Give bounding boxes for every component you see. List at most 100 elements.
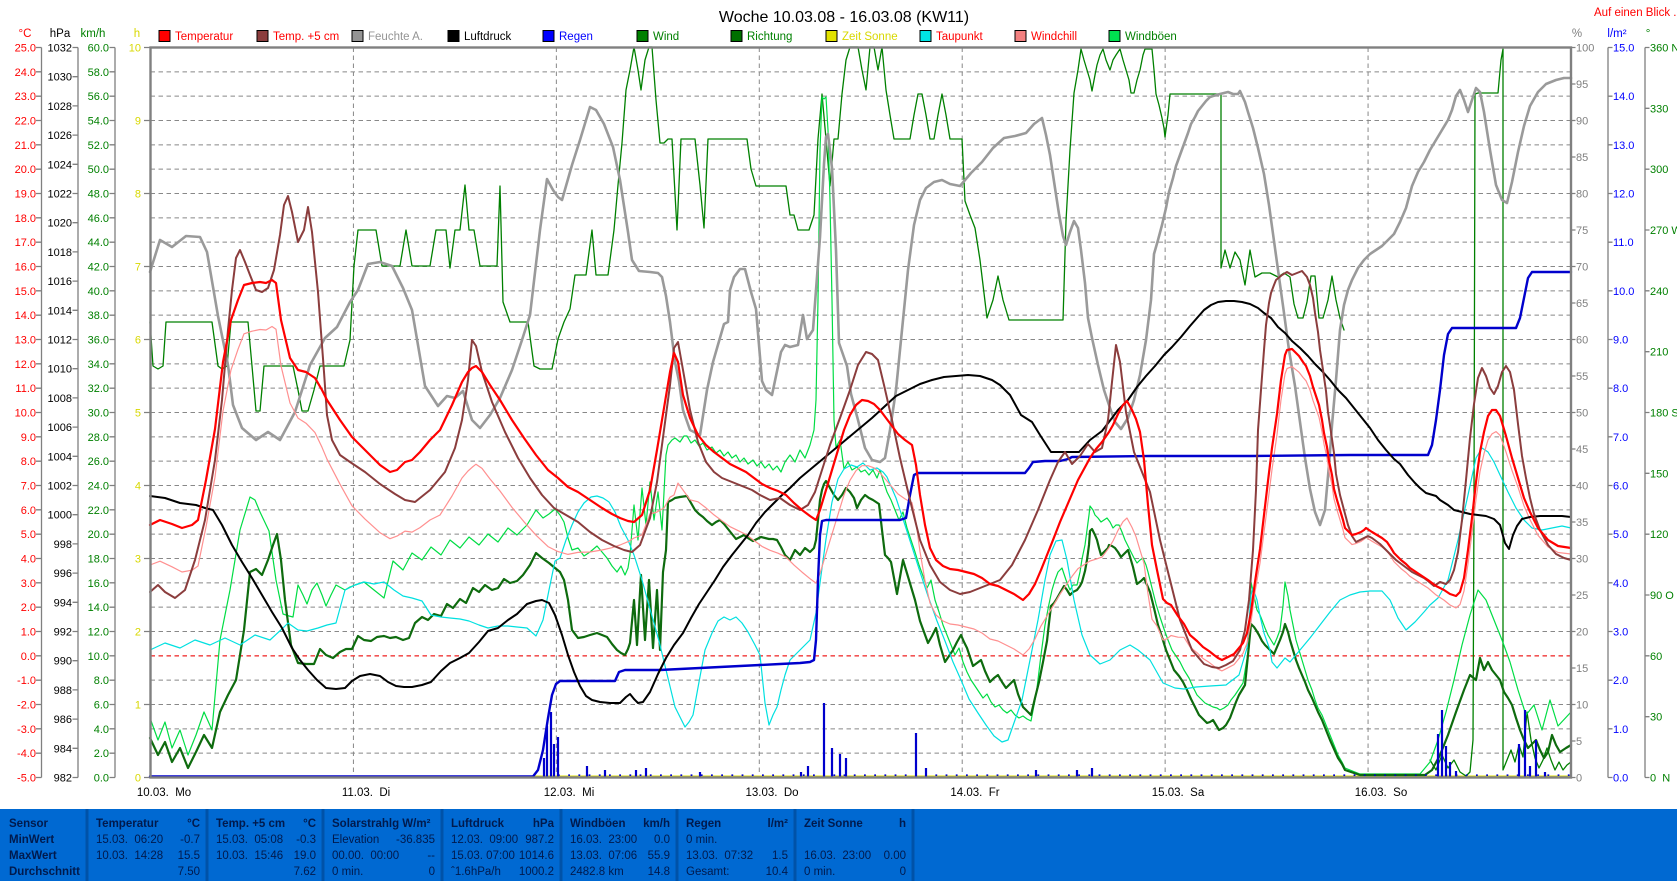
- svg-text:0: 0: [429, 866, 435, 878]
- svg-text:12.03. Mi: 12.03. Mi: [544, 787, 595, 799]
- svg-text:270 W: 270 W: [1650, 225, 1677, 237]
- svg-text:996: 996: [54, 568, 72, 580]
- svg-text:1.0: 1.0: [1613, 724, 1628, 736]
- svg-text:20.0: 20.0: [15, 164, 36, 176]
- svg-text:2: 2: [135, 627, 141, 639]
- svg-text:1014: 1014: [48, 305, 72, 317]
- svg-text:90 O: 90 O: [1650, 590, 1674, 602]
- svg-text:0.0: 0.0: [654, 834, 670, 846]
- svg-text:30: 30: [1576, 554, 1588, 566]
- svg-text:22.0: 22.0: [88, 505, 109, 517]
- svg-text:--: --: [427, 850, 435, 862]
- svg-text:55: 55: [1576, 371, 1588, 383]
- svg-text:-36.835: -36.835: [396, 834, 435, 846]
- svg-text:8.0: 8.0: [1613, 383, 1628, 395]
- svg-text:1: 1: [135, 700, 141, 712]
- svg-text:1010: 1010: [48, 364, 72, 376]
- svg-text:10.0: 10.0: [1613, 286, 1634, 298]
- svg-text:h: h: [899, 818, 906, 830]
- svg-text:180 S: 180 S: [1650, 408, 1677, 420]
- svg-text:18.0: 18.0: [15, 213, 36, 225]
- svg-text:4.0: 4.0: [21, 554, 36, 566]
- svg-text:120: 120: [1650, 529, 1668, 541]
- svg-text:50: 50: [1576, 408, 1588, 420]
- svg-text:14.0: 14.0: [15, 310, 36, 322]
- svg-text:48.0: 48.0: [88, 189, 109, 201]
- svg-text:10.0: 10.0: [88, 651, 109, 663]
- svg-text:1022: 1022: [48, 189, 72, 201]
- svg-text:5: 5: [1576, 736, 1582, 748]
- svg-text:8: 8: [135, 189, 141, 201]
- svg-text:300: 300: [1650, 164, 1668, 176]
- svg-text:22.0: 22.0: [15, 116, 36, 128]
- svg-text:10.03. 14:28: 10.03. 14:28: [96, 850, 163, 862]
- svg-text:330: 330: [1650, 103, 1668, 115]
- svg-text:9.0: 9.0: [1613, 335, 1628, 347]
- svg-text:18.0: 18.0: [88, 554, 109, 566]
- svg-text:0 min.: 0 min.: [686, 834, 717, 846]
- svg-text:Wind: Wind: [653, 31, 679, 43]
- svg-text:1026: 1026: [48, 130, 72, 142]
- svg-text:15.03. 05:08: 15.03. 05:08: [216, 834, 283, 846]
- svg-text:10: 10: [1576, 700, 1588, 712]
- svg-text:34.0: 34.0: [88, 359, 109, 371]
- svg-text:-3.0: -3.0: [17, 724, 36, 736]
- svg-text:1024: 1024: [48, 159, 72, 171]
- svg-text:85: 85: [1576, 152, 1588, 164]
- svg-text:5.0: 5.0: [21, 529, 36, 541]
- svg-text:0 N: 0 N: [1650, 773, 1670, 785]
- svg-text:0.00: 0.00: [884, 850, 906, 862]
- svg-text:16.0: 16.0: [15, 262, 36, 274]
- svg-text:Temperatur: Temperatur: [96, 818, 159, 830]
- svg-text:1030: 1030: [48, 72, 72, 84]
- svg-text:°C: °C: [303, 818, 316, 830]
- svg-text:52.0: 52.0: [88, 140, 109, 152]
- svg-text:26.0: 26.0: [88, 456, 109, 468]
- svg-text:MinWert: MinWert: [9, 834, 54, 846]
- svg-text:Windchill: Windchill: [1031, 31, 1077, 43]
- svg-text:°C: °C: [19, 28, 32, 40]
- svg-text:90: 90: [1576, 116, 1588, 128]
- svg-text:15.03. Sa: 15.03. Sa: [1152, 787, 1205, 799]
- svg-text:992: 992: [54, 627, 72, 639]
- svg-text:16.0: 16.0: [88, 578, 109, 590]
- svg-text:16.03. 23:00: 16.03. 23:00: [804, 850, 871, 862]
- svg-text:Richtung: Richtung: [747, 31, 792, 43]
- svg-text:42.0: 42.0: [88, 262, 109, 274]
- svg-text:hPa: hPa: [533, 818, 555, 830]
- svg-text:11.03. Di: 11.03. Di: [342, 787, 390, 799]
- svg-text:19.0: 19.0: [294, 850, 316, 862]
- svg-text:10.03. Mo: 10.03. Mo: [137, 787, 191, 799]
- svg-text:6: 6: [135, 335, 141, 347]
- svg-text:Sensor: Sensor: [9, 818, 49, 830]
- svg-text:25.0: 25.0: [15, 43, 36, 55]
- svg-text:35: 35: [1576, 517, 1588, 529]
- svg-text:988: 988: [54, 685, 72, 697]
- svg-text:l/m²: l/m²: [768, 818, 789, 830]
- svg-text:13.0: 13.0: [1613, 140, 1634, 152]
- svg-text:80: 80: [1576, 189, 1588, 201]
- svg-text:38.0: 38.0: [88, 310, 109, 322]
- svg-text:Auf einen Blick ...: Auf einen Blick ...: [1594, 7, 1677, 19]
- svg-text:0: 0: [1576, 773, 1582, 785]
- svg-text:-2.0: -2.0: [17, 700, 36, 712]
- svg-text:-4.0: -4.0: [17, 748, 36, 760]
- svg-text:50.0: 50.0: [88, 164, 109, 176]
- svg-text:994: 994: [54, 597, 72, 609]
- svg-text:9.0: 9.0: [21, 432, 36, 444]
- svg-text:7.50: 7.50: [178, 866, 200, 878]
- svg-text:30.0: 30.0: [88, 408, 109, 420]
- svg-text:14.0: 14.0: [1613, 91, 1634, 103]
- svg-text:65: 65: [1576, 298, 1588, 310]
- svg-text:0 min.: 0 min.: [804, 866, 835, 878]
- svg-text:11.0: 11.0: [1613, 237, 1634, 249]
- svg-text:Elevation: Elevation: [332, 834, 379, 846]
- svg-text:984: 984: [54, 743, 72, 755]
- svg-text:987.2: 987.2: [525, 834, 554, 846]
- svg-text:Gesamt:: Gesamt:: [686, 866, 729, 878]
- svg-text:13.0: 13.0: [15, 335, 36, 347]
- svg-text:95: 95: [1576, 79, 1588, 91]
- svg-text:0 min.: 0 min.: [332, 866, 363, 878]
- svg-text:MaxWert: MaxWert: [9, 850, 57, 862]
- svg-text:3.0: 3.0: [1613, 627, 1628, 639]
